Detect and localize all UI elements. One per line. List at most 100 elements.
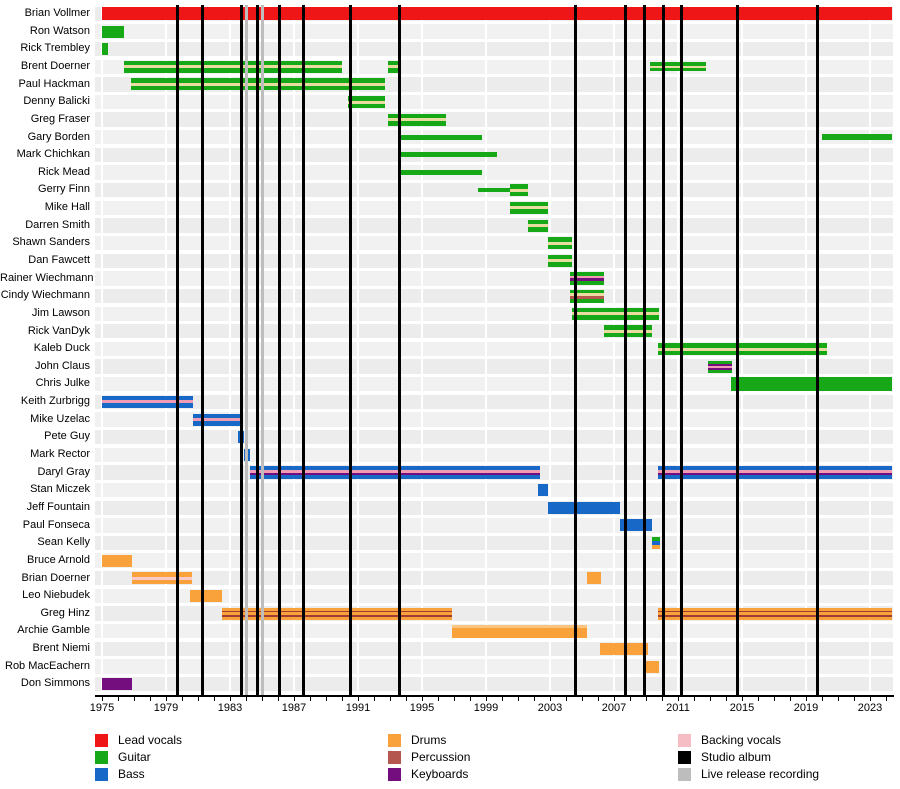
- member-label-mike-uzelac: Mike Uzelac: [30, 412, 90, 425]
- role-stripe-guitar: [388, 68, 400, 73]
- role-stripe-guitar: [548, 244, 573, 250]
- row-band: [95, 641, 893, 656]
- timeline-bar-rick-mead: [398, 170, 482, 176]
- timeline-bar-brent-doerner: [388, 60, 400, 73]
- role-stripe-keyboards: [708, 363, 733, 366]
- studio-album-line: [201, 5, 205, 695]
- role-stripe-backing_on_green: [604, 329, 653, 333]
- role-stripe-drums: [102, 554, 133, 567]
- axis-minor-tick: [598, 697, 599, 701]
- timeline-bar-jim-lawson: [572, 307, 659, 320]
- role-stripe-bass: [250, 466, 541, 470]
- legend-label: Drums: [411, 733, 447, 747]
- role-stripe-drums: [132, 579, 192, 585]
- legend-item-live-release-recording: Live release recording: [678, 767, 819, 781]
- timeline-bar-rick-trembley: [102, 43, 109, 56]
- row-band: [95, 324, 893, 339]
- timeline-bar-daryl-gray: [658, 466, 893, 479]
- axis-minor-tick: [486, 697, 487, 701]
- role-stripe-guitar: [102, 43, 109, 56]
- legend-label: Lead vocals: [118, 733, 183, 747]
- axis-baseline: [95, 695, 894, 697]
- studio-album-line: [398, 5, 402, 695]
- axis-minor-tick: [230, 697, 231, 701]
- member-label-gerry-finn: Gerry Finn: [38, 183, 90, 196]
- legend-item-drums: Drums: [388, 733, 446, 747]
- axis-minor-tick: [630, 697, 631, 701]
- row-band: [95, 430, 893, 445]
- member-label-denny-balicki: Denny Balicki: [23, 95, 90, 108]
- role-stripe-guitar: [348, 96, 386, 101]
- role-stripe-guitar: [650, 62, 706, 66]
- timeline-bar-mark-chichkan: [398, 152, 498, 158]
- legend-item-guitar: Guitar: [95, 750, 151, 764]
- axis-minor-tick: [710, 697, 711, 701]
- row-band: [95, 447, 893, 462]
- member-label-greg-hinz: Greg Hinz: [40, 606, 90, 619]
- member-label-rainer-wiechmann: Rainer Wiechmann: [0, 271, 94, 284]
- row-band: [95, 535, 893, 551]
- role-stripe-guitar: [388, 121, 446, 126]
- role-stripe-guitar: [650, 67, 706, 72]
- row-band: [95, 288, 893, 304]
- role-stripe-backing_on_green: [658, 347, 827, 351]
- major-gridline: [869, 5, 871, 693]
- axis-minor-tick: [390, 697, 391, 701]
- role-stripe-guitar: [652, 537, 661, 541]
- axis-minor-tick: [870, 697, 871, 701]
- role-stripe-guitar: [658, 350, 827, 355]
- member-label-keith-zurbrigg: Keith Zurbrigg: [20, 395, 90, 408]
- legend-item-studio-album: Studio album: [678, 750, 771, 764]
- axis-minor-tick: [470, 697, 471, 701]
- axis-tick-label: 1979: [153, 702, 179, 714]
- role-stripe-guitar: [548, 262, 573, 267]
- row-band: [95, 482, 893, 498]
- role-stripe-guitar: [708, 360, 733, 364]
- role-stripe-backing_on_blue: [570, 275, 605, 279]
- studio-album-line: [642, 5, 646, 695]
- axis-minor-tick: [742, 697, 743, 701]
- row-band: [95, 553, 893, 568]
- role-stripe-backing_on_blue: [708, 365, 733, 368]
- axis-tick-label: 1995: [409, 702, 435, 714]
- member-label-dan-fawcett: Dan Fawcett: [28, 254, 90, 266]
- role-stripe-bass: [548, 501, 621, 514]
- timeline-bar-sean-kelly: [652, 537, 661, 549]
- role-stripe-guitar: [570, 281, 605, 285]
- row-band: [95, 165, 893, 180]
- axis-tick-label: 2011: [666, 702, 690, 714]
- role-stripe-backing_on_green: [388, 65, 400, 69]
- role-stripe-guitar: [548, 254, 573, 260]
- role-stripe-bass: [193, 421, 243, 426]
- axis-minor-tick: [438, 697, 439, 701]
- legend-swatch-studio_album: [678, 750, 691, 764]
- role-stripe-drums: [222, 616, 453, 620]
- axis-minor-tick: [198, 697, 199, 701]
- role-stripe-keyboards: [658, 472, 893, 476]
- role-stripe-guitar: [570, 289, 605, 294]
- legend-label: Guitar: [118, 750, 151, 764]
- legend-swatch-bass: [95, 767, 108, 781]
- row-band: [95, 676, 893, 692]
- role-stripe-bass: [102, 403, 194, 408]
- role-stripe-backing_on_green: [510, 188, 528, 192]
- timeline-bar-brian-doerner: [586, 572, 602, 585]
- axis-minor-tick: [550, 697, 551, 701]
- timeline-bar-chris-julke: [730, 377, 893, 392]
- timeline-bar-jeff-fountain: [548, 501, 621, 514]
- member-label-kaleb-duck: Kaleb Duck: [33, 342, 90, 355]
- row-band: [95, 94, 893, 110]
- role-stripe-drums: [658, 607, 893, 611]
- member-label-paul-hackman: Paul Hackman: [18, 77, 90, 90]
- role-stripe-percussion_stripe: [658, 614, 893, 617]
- row-band: [95, 200, 893, 215]
- role-stripe-guitar: [510, 209, 549, 214]
- member-label-cindy-wiechmann: Cindy Wiechmann: [0, 289, 90, 302]
- axis-minor-tick: [374, 697, 375, 701]
- role-stripe-drums: [222, 607, 453, 611]
- role-stripe-backing_on_green: [388, 118, 446, 122]
- major-gridline: [485, 5, 487, 693]
- role-stripe-guitar: [548, 237, 573, 242]
